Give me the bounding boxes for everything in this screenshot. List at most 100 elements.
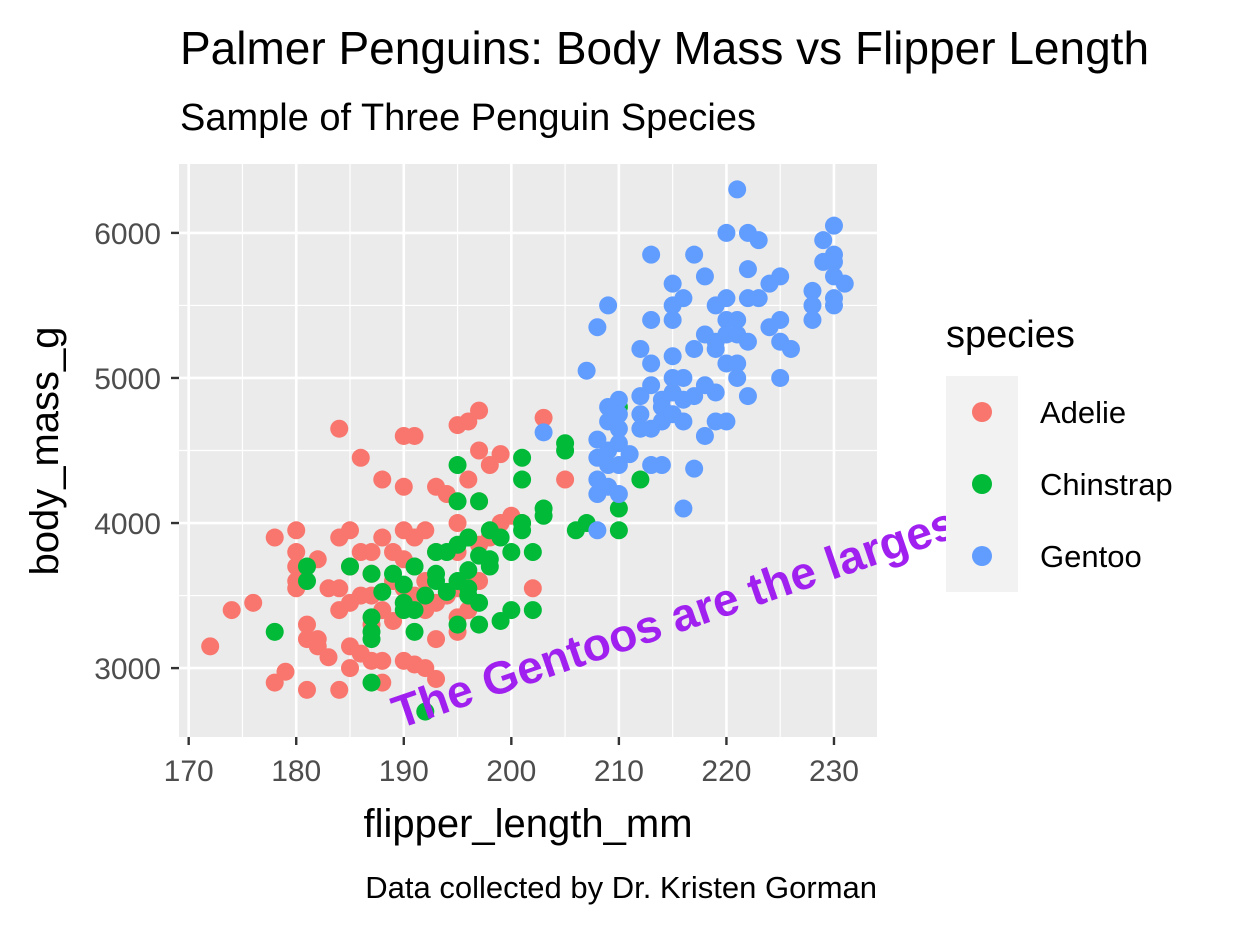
x-tick-label: 170 (164, 755, 214, 788)
data-point (297, 557, 316, 576)
data-point (330, 419, 349, 438)
data-point (330, 680, 349, 699)
data-point (685, 245, 704, 264)
series-gentoo (534, 180, 854, 540)
data-point (502, 543, 521, 562)
data-point (297, 615, 316, 634)
x-tick-label: 210 (594, 755, 644, 788)
legend-key-gentoo (972, 546, 992, 566)
data-point (448, 492, 467, 511)
y-tick-label: 6000 (94, 218, 161, 251)
data-point (824, 216, 843, 235)
data-point (405, 622, 424, 641)
y-tick-label: 3000 (94, 653, 161, 686)
data-point (341, 557, 360, 576)
data-point (523, 579, 542, 598)
data-point (459, 561, 478, 580)
data-point (534, 423, 553, 442)
data-point (588, 521, 607, 540)
y-tick-label: 5000 (94, 363, 161, 396)
data-point (330, 579, 349, 598)
data-point (341, 521, 360, 540)
chart-caption: Data collected by Dr. Kristen Gorman (365, 870, 877, 905)
data-point (695, 267, 714, 286)
data-point (405, 557, 424, 576)
legend-label: Gentoo (1040, 539, 1142, 574)
data-point (771, 310, 790, 329)
data-point (373, 470, 392, 489)
data-point (556, 441, 575, 460)
data-point (470, 615, 489, 634)
data-point (717, 412, 736, 431)
data-point (749, 231, 768, 250)
chart-title: Palmer Penguins: Body Mass vs Flipper Le… (180, 22, 1149, 74)
data-point (470, 441, 489, 460)
data-point (728, 310, 747, 329)
x-axis-label: flipper_length_mm (363, 802, 692, 846)
data-point (287, 521, 306, 540)
data-point (416, 521, 435, 540)
data-point (631, 405, 650, 424)
data-point (470, 593, 489, 612)
data-point (448, 615, 467, 634)
data-point (394, 575, 413, 594)
data-point (523, 601, 542, 620)
data-point (222, 601, 241, 620)
data-point (201, 637, 220, 656)
data-point (513, 470, 532, 489)
data-point (405, 601, 424, 620)
data-point (362, 673, 381, 692)
data-point (674, 412, 693, 431)
data-point (362, 543, 381, 562)
data-point (599, 296, 618, 315)
data-point (577, 361, 596, 380)
data-point (728, 180, 747, 199)
x-tick-label: 220 (701, 755, 751, 788)
data-point (642, 376, 661, 395)
x-tick-label: 180 (271, 755, 321, 788)
y-axis-label: body_mass_g (23, 326, 67, 575)
data-points (201, 180, 854, 721)
data-point (427, 669, 446, 688)
data-point (470, 401, 489, 420)
data-point (663, 347, 682, 366)
data-point (781, 339, 800, 358)
data-point (706, 383, 725, 402)
data-point (738, 332, 757, 351)
data-point (394, 477, 413, 496)
data-point (405, 426, 424, 445)
x-tick-label: 200 (486, 755, 536, 788)
data-point (502, 601, 521, 620)
chart-subtitle: Sample of Three Penguin Species (180, 97, 756, 139)
data-point (642, 310, 661, 329)
data-point (728, 368, 747, 387)
data-point (695, 426, 714, 445)
data-point (642, 354, 661, 373)
data-point (771, 368, 790, 387)
data-point (803, 296, 822, 315)
data-point (814, 231, 833, 250)
data-point (373, 582, 392, 601)
data-point (534, 506, 553, 525)
data-point (663, 310, 682, 329)
data-point (824, 252, 843, 271)
legend-label: Adelie (1040, 395, 1126, 430)
data-point (835, 274, 854, 293)
data-point (244, 593, 263, 612)
data-point (674, 499, 693, 518)
data-point (738, 387, 757, 406)
data-point (513, 448, 532, 467)
data-point (674, 289, 693, 308)
data-point (480, 557, 499, 576)
data-point (824, 296, 843, 315)
data-point (771, 267, 790, 286)
data-point (631, 339, 650, 358)
data-point (738, 260, 757, 279)
data-point (685, 339, 704, 358)
data-point (620, 445, 639, 464)
data-point (706, 339, 725, 358)
x-tick-label: 230 (809, 755, 859, 788)
data-point (416, 586, 435, 605)
data-point (631, 470, 650, 489)
